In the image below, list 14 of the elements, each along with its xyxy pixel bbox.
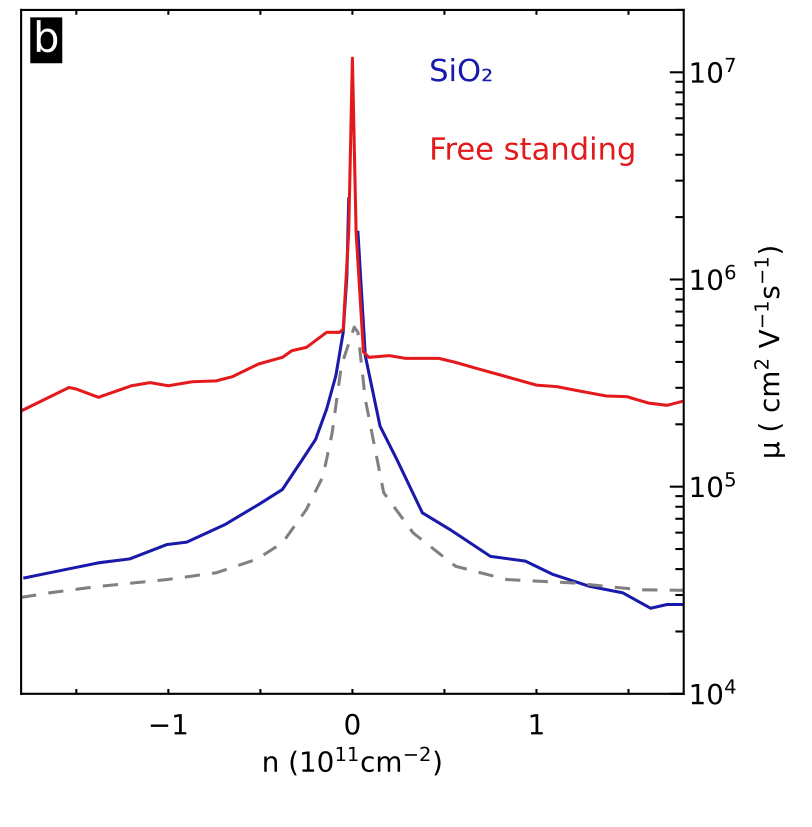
y-tick-label: 10$^{6}$ [692, 264, 736, 290]
text: SiO₂ [431, 58, 492, 82]
annotation: b [36, 20, 58, 52]
line-series [21, 56, 684, 412]
x-tick-label: −1 [150, 714, 186, 734]
y-tick-label: 10$^{5}$ [692, 472, 735, 498]
y-tick-label: 10$^{4}$ [692, 679, 736, 705]
x-tick-label: 0 [345, 714, 360, 735]
line-series [21, 326, 684, 599]
x-tick-label: 1 [530, 714, 543, 734]
y-tick-label: 10$^{7}$ [692, 58, 735, 84]
x-axis-title: n (10$^{11}$cm$^{−2}$) [264, 746, 441, 776]
text: Free standing [432, 136, 634, 166]
y-axis-title: μ ( cm$^{2}$ V$^{−1}$s$^{−1}$) [754, 247, 785, 457]
